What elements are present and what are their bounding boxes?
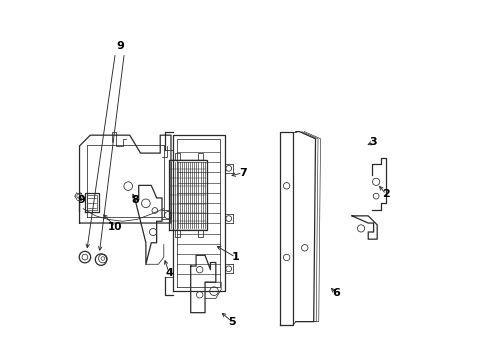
Text: 6: 6 [331, 288, 339, 298]
Text: 5: 5 [228, 317, 235, 327]
Text: 8: 8 [131, 195, 139, 205]
Text: 2: 2 [382, 189, 389, 199]
Text: 4: 4 [165, 268, 173, 278]
Text: 1: 1 [231, 252, 239, 262]
Text: 7: 7 [238, 168, 246, 178]
Text: 3: 3 [369, 138, 377, 147]
Text: 9: 9 [77, 195, 85, 205]
Text: 9: 9 [117, 41, 124, 50]
Text: 10: 10 [108, 222, 122, 231]
